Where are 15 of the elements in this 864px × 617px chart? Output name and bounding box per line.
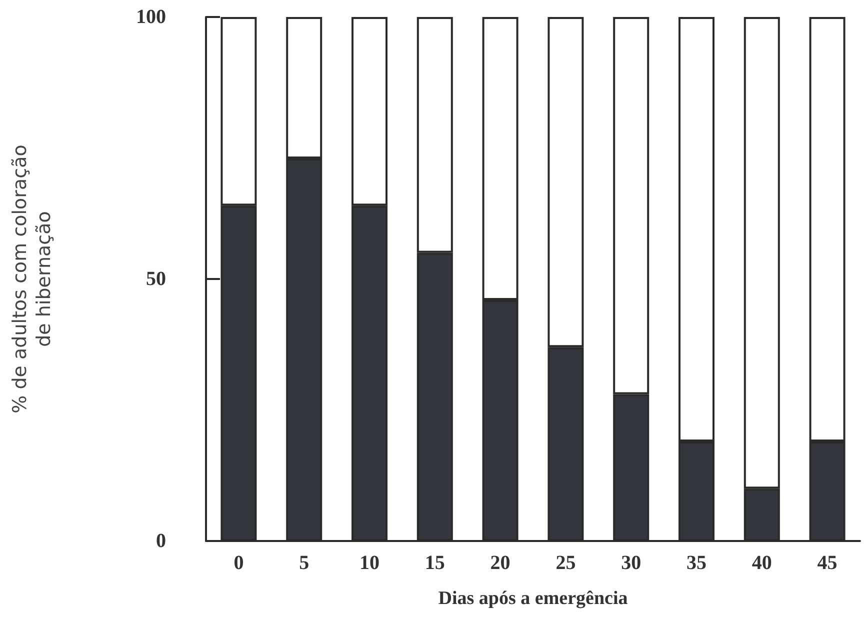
x-tick-label: 0: [234, 552, 244, 574]
y-tick-label: 100: [136, 6, 166, 28]
x-tick-label: 35: [686, 552, 706, 574]
y-axis-title: % de adultos com coloração de hibernação: [9, 144, 55, 414]
x-tick-label: 20: [490, 552, 510, 574]
x-tick-label: 40: [752, 552, 772, 574]
x-tick-label: 5: [299, 552, 310, 574]
x-tick-label: 15: [424, 552, 445, 574]
y-tick-label: 0: [156, 530, 166, 552]
x-tick-label: 10: [360, 552, 380, 574]
x-tick-label: 25: [556, 552, 576, 574]
y-tick-label: 50: [146, 268, 166, 290]
x-tick-label: 45: [817, 552, 838, 574]
x-axis-title: Dias após a emergência: [438, 588, 628, 609]
x-tick-label: 30: [621, 552, 642, 574]
